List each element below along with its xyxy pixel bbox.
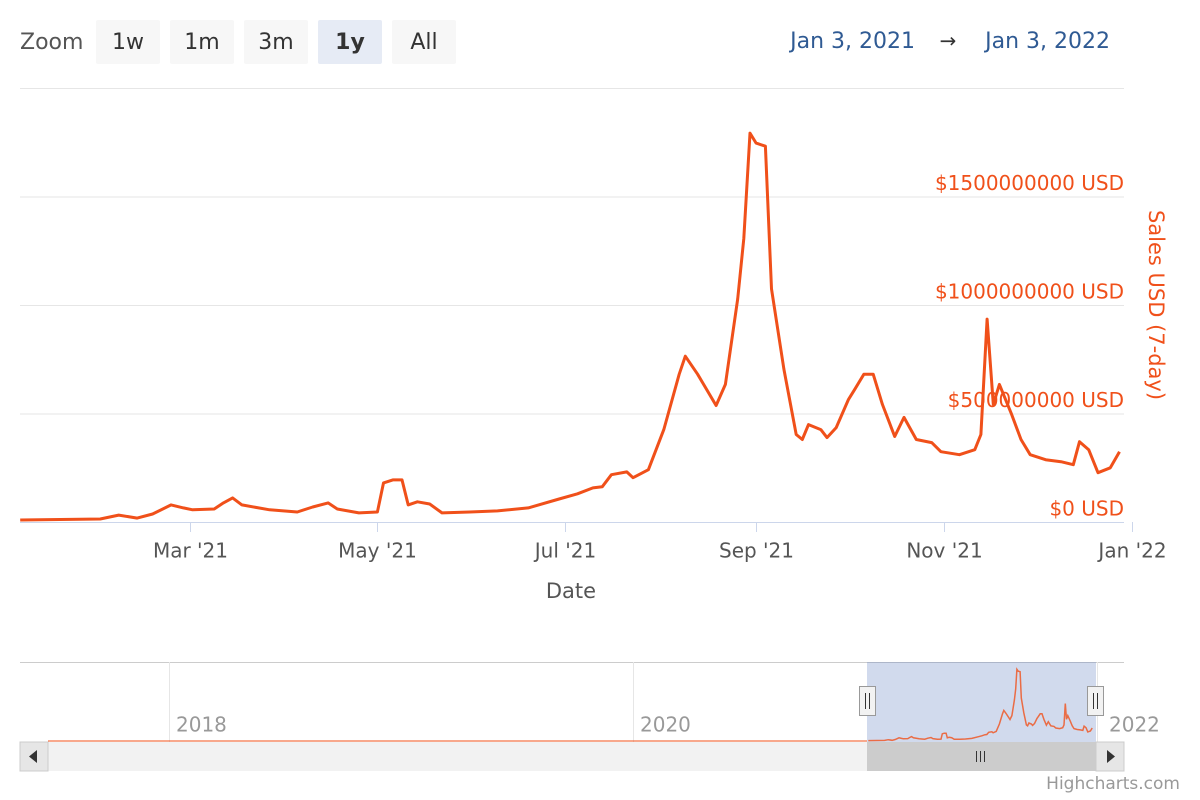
navigator-handles (19, 686, 1125, 772)
navigator-label: 2018 (176, 713, 227, 737)
x-tick-label: Jan '22 (1096, 539, 1166, 563)
x-tick-label: Jul '21 (533, 539, 596, 563)
range-buttons: 1w 1m 3m 1y All (96, 20, 456, 64)
navigator-label: 2022 (1109, 713, 1160, 737)
zoom-button[interactable] (96, 20, 160, 64)
x-tick-label: May '21 (338, 539, 417, 563)
range-to[interactable]: Jan 3, 2022 (983, 29, 1110, 54)
scrollbar-thumb[interactable] (867, 742, 1096, 771)
navigator-handle[interactable] (1087, 686, 1104, 716)
zoom-button-label: 1w (112, 30, 144, 55)
zoom-button[interactable] (170, 20, 234, 64)
arrow-left (29, 750, 37, 763)
x-tick-label: Mar '21 (153, 539, 228, 563)
arrow-right (1107, 750, 1115, 763)
zoom-button[interactable] (244, 20, 308, 64)
zoom-button[interactable] (318, 20, 382, 64)
navigator-label: 2020 (640, 713, 691, 737)
range-separator: → (940, 29, 957, 53)
range-from[interactable]: Jan 3, 2021 (788, 29, 915, 54)
x-axis-title: Date (546, 579, 596, 603)
zoom-button-label: 3m (258, 30, 293, 55)
y-axis-title: Sales USD (7-day) (1144, 210, 1168, 400)
navigator: 2018 2020 2022 (20, 662, 1160, 742)
y-tick-label: $500000000 USD (948, 388, 1124, 412)
credits[interactable]: Highcharts.com (1046, 774, 1180, 794)
y-tick-label: $0 USD (1049, 497, 1124, 521)
navigator-series (868, 667, 1093, 742)
zoom-button[interactable] (392, 20, 456, 64)
x-tick-label: Nov '21 (906, 539, 982, 563)
navigator-handle[interactable] (859, 686, 876, 716)
zoom-label: Zoom (20, 30, 83, 55)
zoom-button-label: 1m (184, 30, 219, 55)
zoom-button-label: 1y (335, 30, 365, 55)
y-tick-label: $1000000000 USD (935, 280, 1124, 304)
navigator-mask[interactable] (867, 662, 1096, 742)
y-tick-label: $1500000000 USD (935, 171, 1124, 195)
zoom-button-label: All (410, 30, 437, 55)
thumb-grip (976, 751, 985, 762)
x-tick-label: Sep '21 (719, 539, 794, 563)
line-series (20, 131, 1121, 522)
